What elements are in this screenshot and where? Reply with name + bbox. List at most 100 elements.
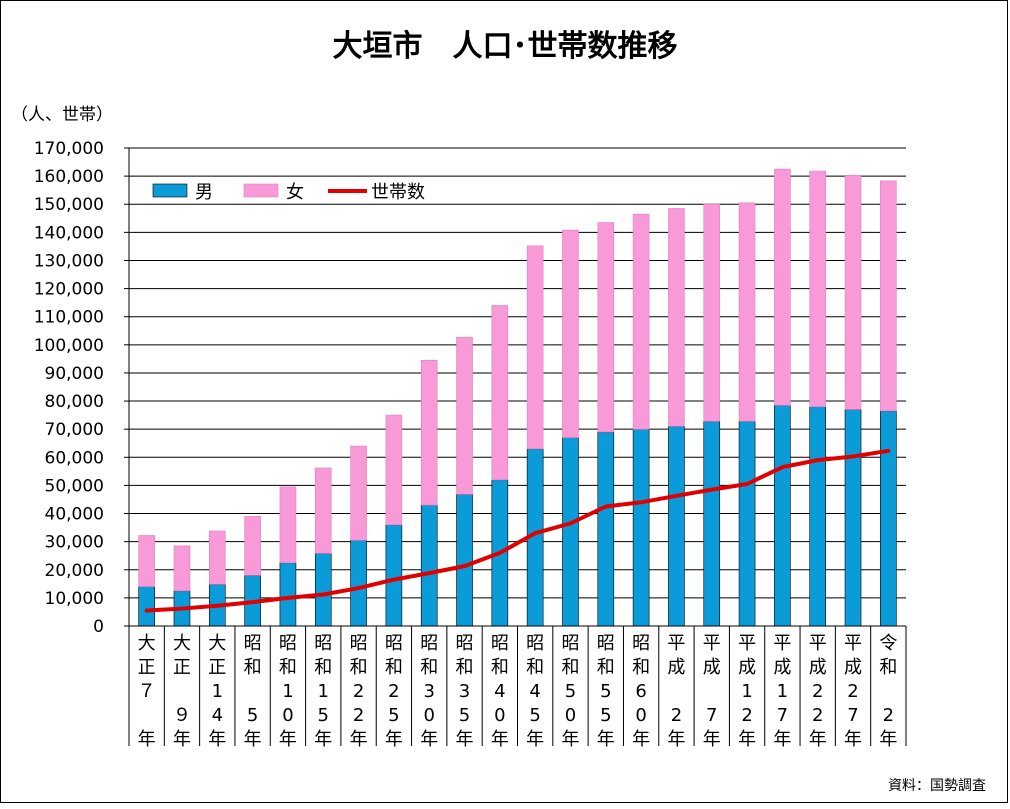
x-tick-label: 2 <box>812 681 823 702</box>
x-tick-label: 0 <box>494 705 505 726</box>
x-tick-label: 大 <box>138 633 156 654</box>
x-tick-label: 令 <box>879 633 897 654</box>
bar-female <box>279 486 297 564</box>
bar-male <box>738 421 756 627</box>
x-tick-label: 昭 <box>597 633 615 654</box>
bar-male <box>597 431 615 627</box>
x-tick-label: 成 <box>667 657 685 678</box>
y-tick-label: 130,000 <box>34 251 104 271</box>
x-tick-label: 2 <box>847 681 858 702</box>
bar-female <box>173 545 191 592</box>
x-tick-label: 平 <box>844 633 862 654</box>
x-tick-label: 年 <box>208 729 226 750</box>
x-tick-label: 年 <box>667 729 685 750</box>
y-tick-label: 80,000 <box>45 392 104 412</box>
bar-male <box>420 504 438 627</box>
x-tick-label: 昭 <box>350 633 368 654</box>
x-tick-label: 正 <box>208 657 226 678</box>
bar-male <box>880 410 897 627</box>
x-tick-label: 昭 <box>385 633 403 654</box>
bars <box>138 168 897 627</box>
bar-female <box>244 516 261 576</box>
x-tick-label: 6 <box>635 681 646 702</box>
bar-female <box>880 180 897 412</box>
x-tick-label: 2 <box>883 705 894 726</box>
x-tick-label: 5 <box>318 705 329 726</box>
x-tick-label: ９ <box>173 705 191 726</box>
x-tick-label: 4 <box>529 681 540 702</box>
x-tick-label: 昭 <box>526 633 544 654</box>
x-tick-label: 年 <box>773 729 791 750</box>
x-tick-label: 2 <box>741 705 752 726</box>
x-tick-label: 0 <box>565 705 576 726</box>
x-tick-label: 平 <box>809 633 827 654</box>
x-tick-label: 2 <box>812 705 823 726</box>
bar-male <box>774 404 791 627</box>
x-tick-label: 成 <box>738 657 756 678</box>
bar-male <box>456 494 473 627</box>
x-tick-label: 昭 <box>420 633 438 654</box>
bar-female <box>350 445 367 541</box>
x-tick-label: 年 <box>350 729 368 750</box>
x-tick-label: 0 <box>423 705 434 726</box>
x-tick-label: 昭 <box>244 633 262 654</box>
x-tick-label: 大 <box>208 633 226 654</box>
x-tick-label: 1 <box>741 681 752 702</box>
bar-male <box>632 428 650 627</box>
x-tick-label: 年 <box>456 729 474 750</box>
x-tick-label: 成 <box>773 657 791 678</box>
x-tick-label: 年 <box>561 729 579 750</box>
bar-male <box>350 539 367 627</box>
bar-female <box>385 414 403 526</box>
x-tick-label: 3 <box>423 681 434 702</box>
x-tick-label: 4 <box>494 681 505 702</box>
x-tick-label: 昭 <box>279 633 297 654</box>
axes: 0 10,000 20,000 30,000 40,000 50,000 60,000 70,… <box>34 139 907 750</box>
x-tick-label: 年 <box>491 729 509 750</box>
x-tick-label: 3 <box>459 681 470 702</box>
bar-male <box>562 437 579 627</box>
x-tick-label: 5 <box>529 705 540 726</box>
legend: 男 女 世帯数 <box>152 182 425 203</box>
x-tick-label: 和 <box>632 657 650 678</box>
x-tick-label: 大 <box>173 633 191 654</box>
x-tick-label: 年 <box>844 729 862 750</box>
x-tick-label: 成 <box>703 657 721 678</box>
x-tick-label: 年 <box>879 729 897 750</box>
x-tick-label: 昭 <box>561 633 579 654</box>
bar-male <box>809 406 827 627</box>
x-tick-label: 正 <box>138 657 156 678</box>
y-tick-label: 150,000 <box>34 195 104 215</box>
x-tick-label: 年 <box>385 729 403 750</box>
y-tick-label: 30,000 <box>45 533 104 553</box>
x-tick-label: 年 <box>244 729 262 750</box>
bar-male <box>703 421 721 627</box>
x-tick-label: 1 <box>318 681 329 702</box>
y-tick-label: 50,000 <box>45 476 104 496</box>
legend-swatch-male <box>152 183 188 198</box>
y-tick-label: 40,000 <box>45 505 104 525</box>
bar-female <box>738 202 756 422</box>
bar-male <box>138 586 155 627</box>
y-tick-label: 120,000 <box>34 280 104 300</box>
y-tick-label: 90,000 <box>45 364 104 384</box>
x-tick-label: 昭 <box>456 633 474 654</box>
x-tick-label: 年 <box>738 729 756 750</box>
x-tick-label: 年 <box>809 729 827 750</box>
x-tick-label: 2 <box>388 681 399 702</box>
x-tick-label: 和 <box>350 657 368 678</box>
bar-female <box>208 530 226 585</box>
bar-female <box>314 467 332 554</box>
x-tick-label: 昭 <box>491 633 509 654</box>
household-line <box>144 448 891 613</box>
x-tick-label: 和 <box>561 657 579 678</box>
x-tick-label: 7 <box>847 705 858 726</box>
x-tick-label: 1 <box>212 681 223 702</box>
x-tick-label: 4 <box>212 705 223 726</box>
legend-label-male: 男 <box>195 182 213 203</box>
x-tick-label: 7 <box>777 705 788 726</box>
x-tick-label: 1 <box>282 681 293 702</box>
x-tick-label: 平 <box>773 633 791 654</box>
source-note: 資料：国勢調査 <box>888 778 986 794</box>
